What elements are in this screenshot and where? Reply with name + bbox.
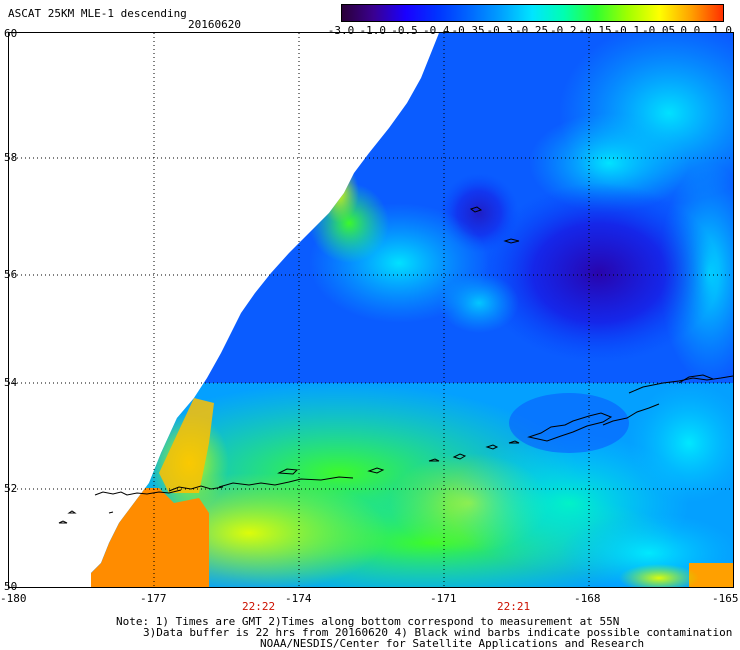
scatterometer-swath	[91, 33, 733, 587]
map-svg	[9, 33, 734, 587]
note-line-1: Note: 1) Times are GMT 2)Times along bot…	[116, 615, 620, 628]
lon-label: -177	[140, 592, 167, 605]
lat-label: 56	[4, 268, 18, 281]
map-plot	[8, 32, 734, 588]
lat-label: 52	[4, 482, 18, 495]
lon-label: -180	[0, 592, 27, 605]
note-line-3: NOAA/NESDIS/Center for Satellite Applica…	[260, 637, 645, 650]
lon-label: -168	[574, 592, 601, 605]
lat-label: 50	[4, 580, 18, 593]
lat-label: 58	[4, 151, 18, 164]
lat-label: 60	[4, 27, 18, 40]
colorbar-tick-label: -3.0	[327, 24, 355, 37]
graticule	[9, 33, 733, 587]
lat-label: 54	[4, 376, 18, 389]
map-title: ASCAT 25KM MLE-1 descending	[8, 7, 187, 20]
coastlines	[58, 206, 734, 524]
colorbar-tick-label: -0.5	[391, 24, 418, 37]
colorbar	[341, 4, 724, 22]
colorbar-tick-label: -1.0	[359, 24, 387, 37]
lon-label: -174	[285, 592, 312, 605]
pass-time: 22:22	[242, 600, 276, 613]
lon-label: -165	[712, 592, 739, 605]
pass-time: 22:21	[497, 600, 531, 613]
map-date: 20160620	[188, 18, 241, 31]
lon-label: -171	[430, 592, 457, 605]
note-line-2: 3)Data buffer is 22 hrs from 20160620 4)…	[143, 626, 733, 639]
